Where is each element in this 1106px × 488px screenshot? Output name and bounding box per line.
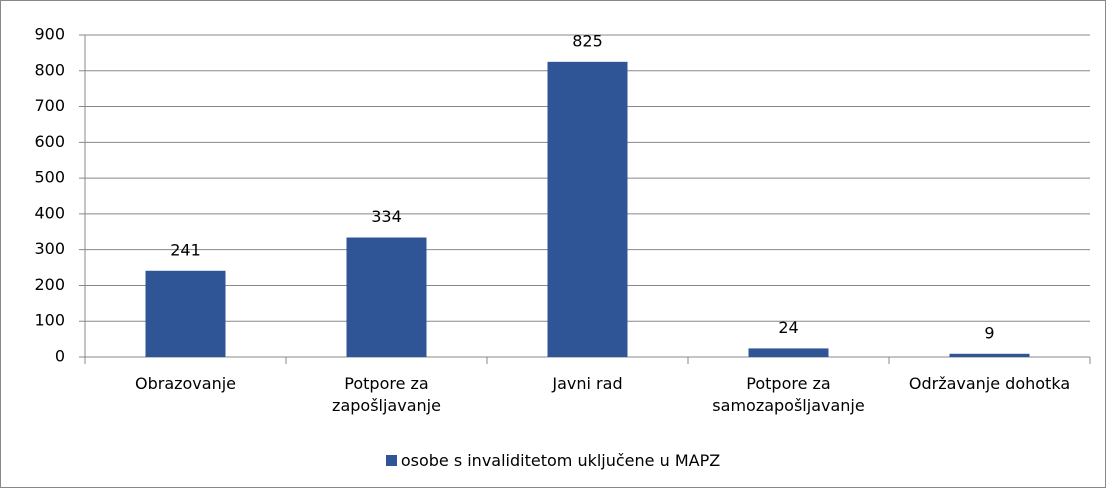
data-label: 241	[170, 240, 201, 259]
y-tick-label: 800	[34, 60, 65, 79]
bar	[748, 348, 829, 357]
y-tick-label: 500	[34, 168, 65, 187]
bar	[547, 61, 628, 357]
data-label: 9	[984, 323, 994, 342]
x-tick-label: Potpore za samozapošljavanje	[712, 374, 865, 415]
legend-swatch	[385, 455, 397, 466]
data-label: 825	[572, 31, 603, 50]
y-tick-label: 400	[34, 203, 65, 222]
data-label: 334	[371, 207, 402, 226]
bar	[346, 237, 427, 357]
x-tick-label: Javni rad	[552, 374, 623, 393]
legend-label: osobe s invaliditetom uključene u MAPZ	[400, 451, 721, 470]
y-tick-label: 100	[34, 311, 65, 330]
bar	[145, 270, 226, 357]
x-tick-label: Obrazovanje	[134, 374, 237, 393]
y-tick-label: 200	[34, 275, 65, 294]
legend: osobe s invaliditetom uključene u MAPZ	[0, 451, 1106, 470]
x-tick-label: Održavanje dohotka	[908, 374, 1071, 393]
y-tick-label: 600	[34, 132, 65, 151]
y-tick-label: 900	[34, 25, 65, 44]
bar	[949, 353, 1030, 357]
y-tick-label: 300	[34, 239, 65, 258]
x-tick-label: Potpore za zapošljavanje	[332, 374, 441, 415]
data-label: 24	[778, 318, 798, 337]
y-tick-label: 0	[55, 347, 65, 366]
y-tick-label: 700	[34, 96, 65, 115]
